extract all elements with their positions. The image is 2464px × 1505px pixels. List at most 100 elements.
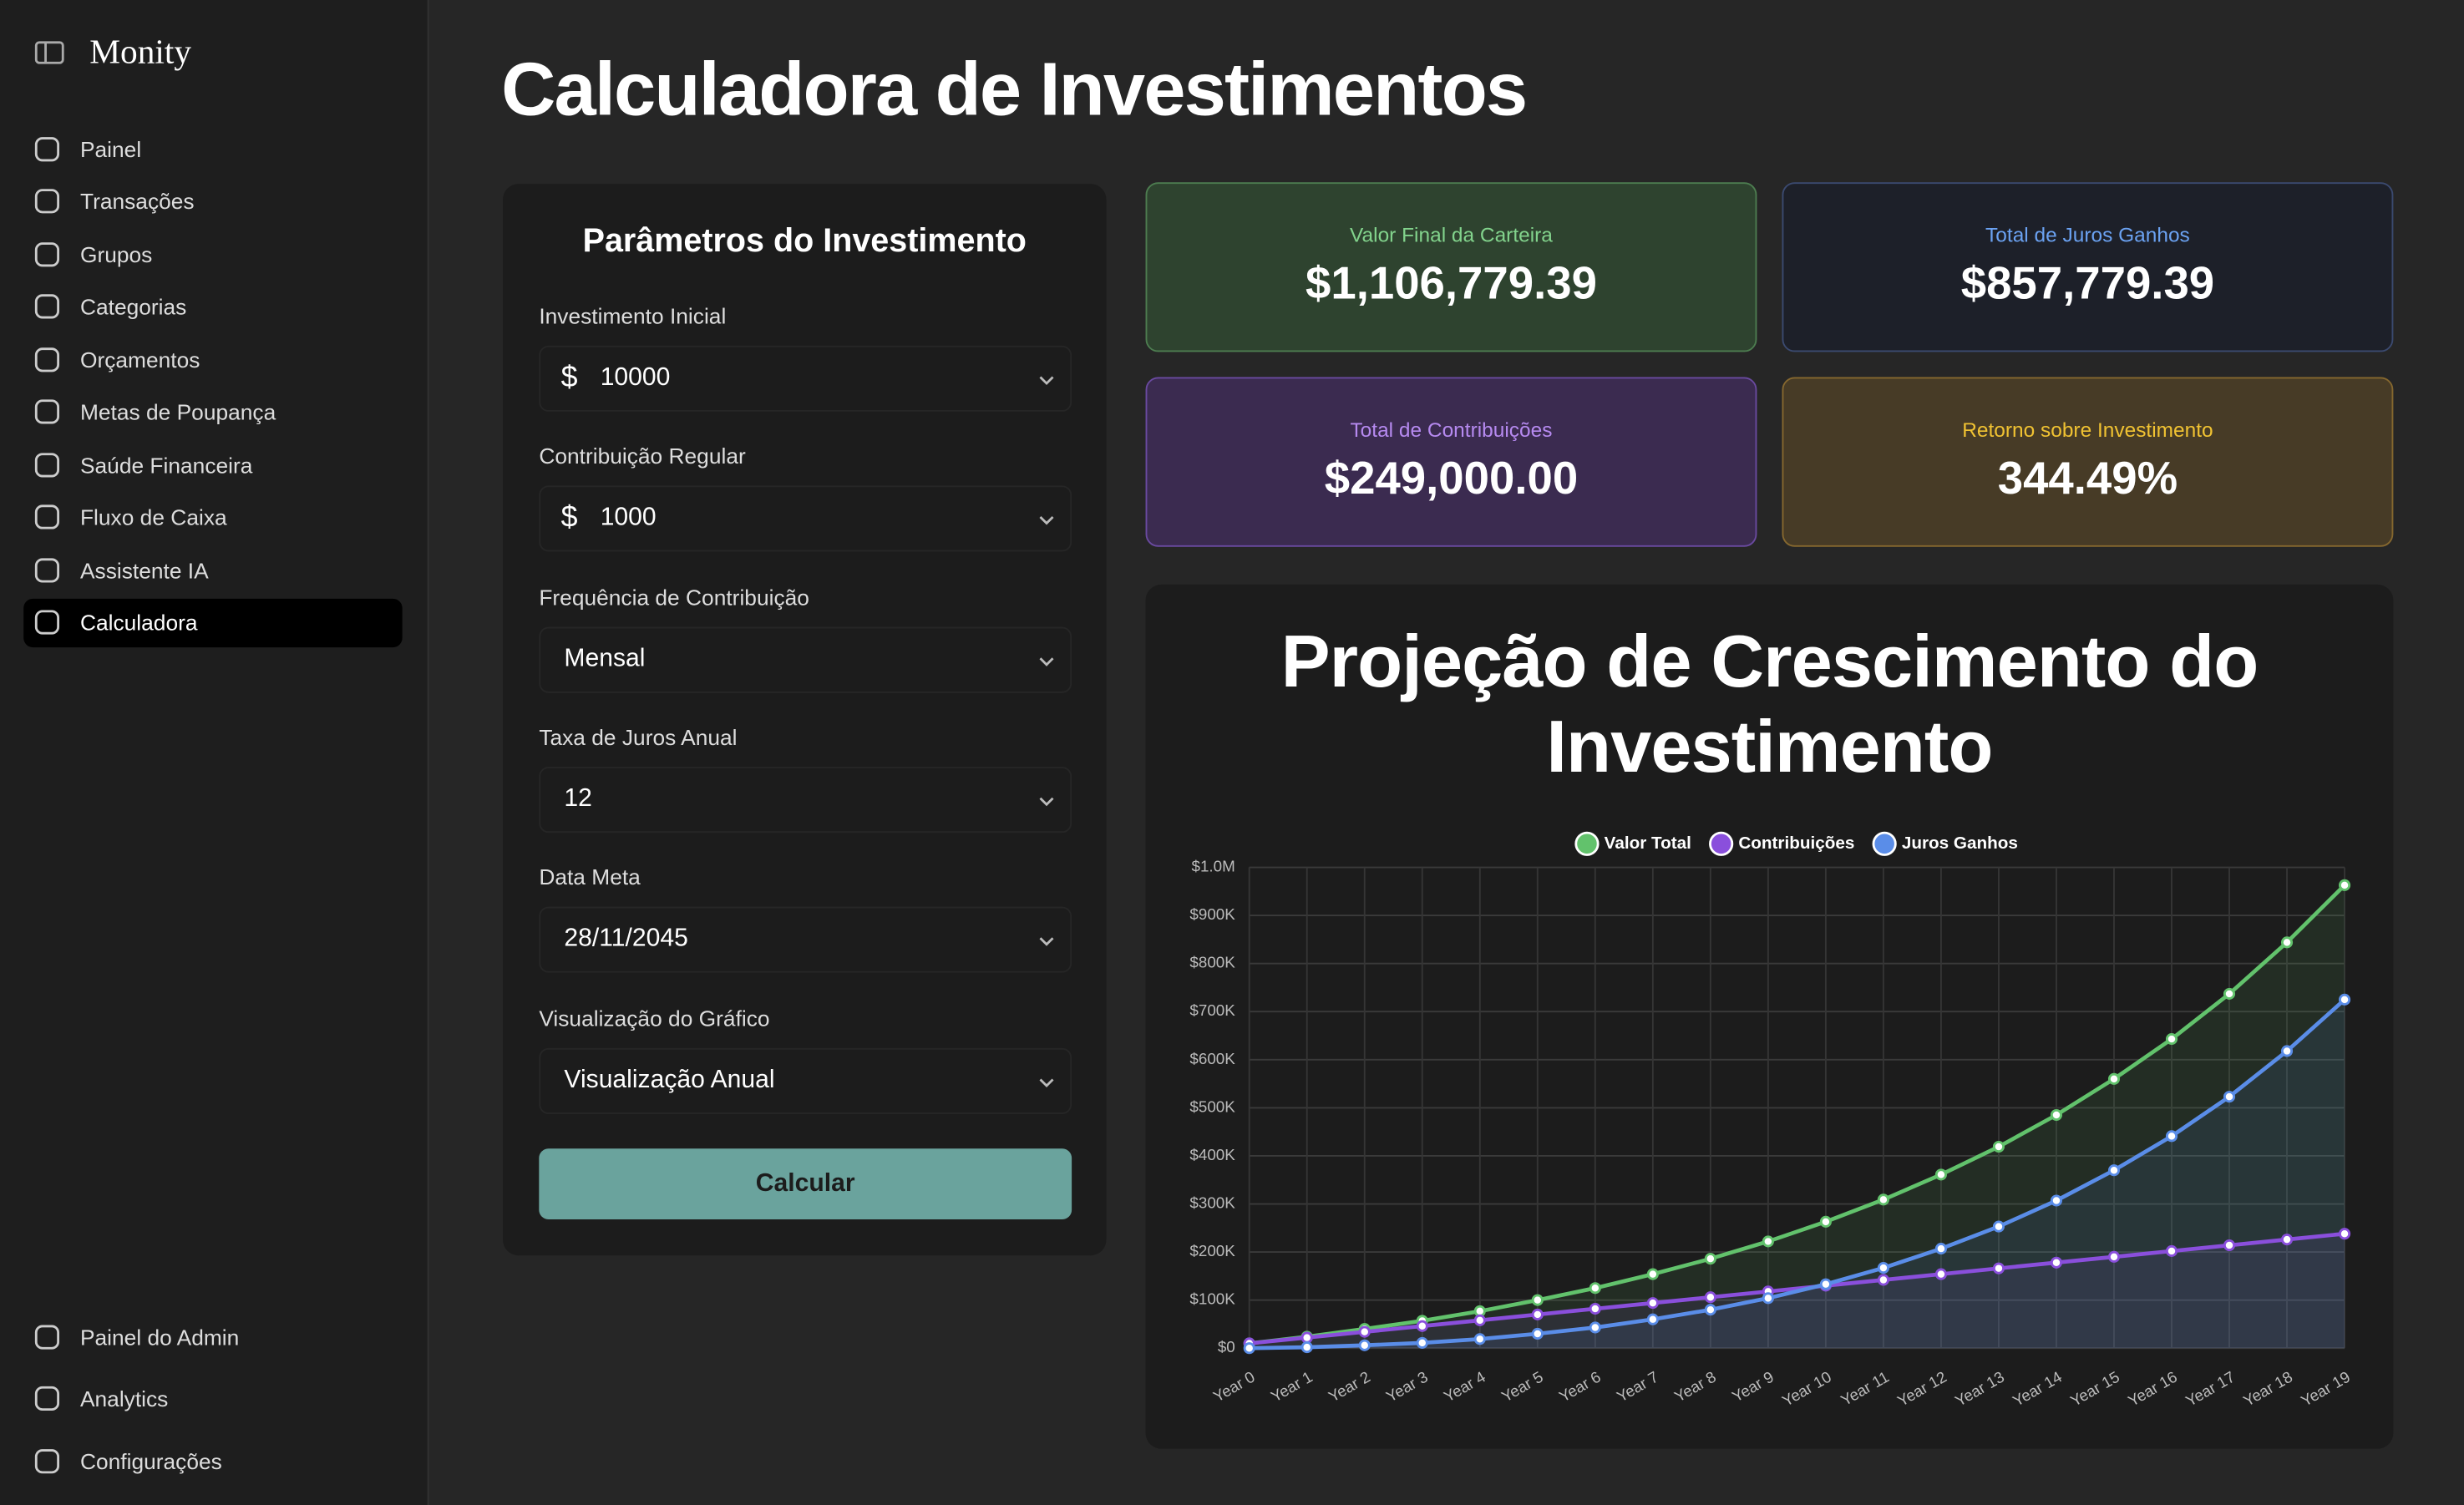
data-point [1992,1220,2005,1233]
brand: Monity [89,31,192,71]
nav-icon [34,399,60,424]
nav-icon [34,452,60,477]
x-tick-label: Year 15 [2067,1368,2122,1410]
data-point [1589,1302,1601,1315]
stat-value: $1,106,779.39 [1306,259,1597,310]
data-point [2280,1234,2294,1246]
series-area [1249,884,2345,1349]
nav-item[interactable]: Metas de Poupança [23,388,402,436]
data-point [1358,1339,1371,1351]
sidebar-toggle[interactable] [34,39,66,68]
data-point [2280,936,2294,949]
input-value: 1000 [600,504,657,532]
stat-value: $249,000.00 [1324,454,1579,504]
stat-card: Retorno sobre Investimento 344.49% [1782,377,2394,547]
y-tick-label: $0 [1218,1338,1235,1356]
stat-label: Valor Final da Carteira [1350,223,1553,247]
submit-button[interactable]: Calcular [539,1148,1072,1219]
nav-item[interactable]: Grupos [23,230,402,278]
data-point [1531,1308,1544,1320]
input-value: Visualização Anual [564,1066,775,1093]
y-tick-label: $900K [1189,905,1235,923]
nav-item[interactable]: Analytics [23,1374,402,1422]
nav-item[interactable]: Fluxo de Caixa [23,493,402,541]
data-point [1416,1336,1428,1349]
nav-label: Fluxo de Caixa [79,504,227,530]
data-point [1992,1262,2005,1274]
nav-label: Transações [79,188,195,214]
field-input[interactable]: Visualização Anual [539,1046,1072,1113]
chart-card: Projeção de Crescimento do Investimento [1145,584,2394,1449]
nav-icon [34,347,60,372]
data-point [2338,879,2351,891]
y-tick-label: $700K [1189,1001,1235,1019]
data-point [1243,1342,1255,1355]
nav-label: Saúde Financeira [79,451,253,478]
input-arrow [1039,1077,1054,1087]
series-line [1249,998,2346,1350]
data-point [1300,1341,1313,1354]
data-point [1819,1278,1832,1290]
field-input[interactable]: 28/11/2045 [539,906,1072,973]
data-point [1704,1291,1716,1304]
input-arrow [1039,797,1054,807]
input-value: 12 [564,785,592,813]
field-input[interactable]: Mensal [539,626,1072,692]
data-point [2165,1244,2178,1258]
legend-label: Contribuições [1738,834,1854,853]
field-input[interactable]: $10000 [539,345,1072,412]
nav-label: Calculadora [79,609,198,636]
data-point [1531,1327,1544,1340]
input-prefix: $ [560,501,578,535]
x-tick-label: Year 16 [2125,1368,2180,1410]
input-arrow [1039,656,1054,666]
nav-label: Painel do Admin [79,1324,240,1350]
chart-title: Projeção de Crescimento do Investimento [1280,619,2259,788]
data-point [1300,1331,1313,1344]
y-tick-label: $800K [1189,954,1235,971]
nav-item[interactable]: Configurações [23,1437,402,1485]
nav-item[interactable]: Painel do Admin [23,1312,402,1361]
nav-label: Grupos [79,241,153,266]
nav-item[interactable]: Transações [23,177,402,225]
form-card: Parâmetros do Investimento Calcular Inve… [503,184,1107,1256]
series-line [1249,1231,2345,1345]
y-tick-label: $1.0M [1192,858,1235,875]
stat-label: Retorno sobre Investimento [1962,418,2213,442]
data-point [1358,1325,1371,1338]
data-point [1646,1297,1659,1310]
nav-icon [34,610,60,635]
input-arrow [1039,937,1054,947]
nav-label: Orçamentos [79,346,200,372]
data-point [1819,1215,1832,1228]
nav-item[interactable]: Categorias [23,282,402,331]
x-tick-label: Year 18 [2240,1368,2295,1410]
x-tick-label: Year 19 [2298,1368,2353,1410]
nav-item[interactable]: Assistente IA [23,545,402,594]
data-point [2223,1091,2236,1103]
x-tick-label: Year 5 [1498,1368,1546,1406]
nav-item[interactable]: Orçamentos [23,335,402,383]
input-arrow [1039,516,1054,526]
nav-label: Configurações [79,1447,222,1473]
data-point [1934,1268,1947,1280]
x-tick-label: Year 8 [1671,1368,1719,1406]
y-tick-label: $600K [1189,1050,1235,1067]
nav-item[interactable]: Calculadora [23,597,403,647]
nav-item[interactable]: Painel [23,124,402,173]
nav-item[interactable]: Saúde Financeira [23,440,402,489]
nav-icon [34,1324,60,1349]
x-tick-label: Year 6 [1556,1368,1604,1406]
field-label: Frequência de Contribuição [539,584,809,610]
x-tick-label: Year 10 [1779,1368,1834,1410]
data-point [1589,1321,1601,1334]
field-input[interactable]: 12 [539,766,1072,833]
field-label: Taxa de Juros Anual [539,724,738,750]
data-point [1473,1314,1486,1326]
x-tick-label: Year 11 [1838,1368,1892,1410]
data-point [2165,1033,2178,1046]
data-point [1416,1320,1428,1332]
nav-icon [34,189,60,214]
field-input[interactable]: $1000 [539,485,1072,552]
